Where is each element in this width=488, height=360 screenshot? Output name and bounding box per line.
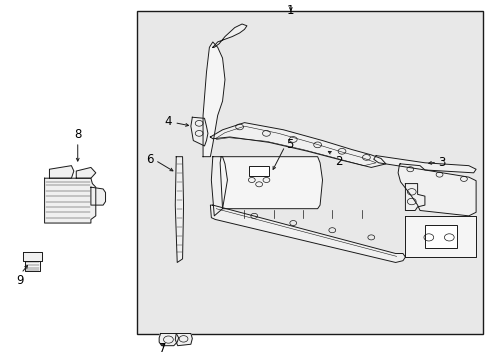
Polygon shape	[175, 333, 192, 346]
Text: 2: 2	[334, 155, 342, 168]
Polygon shape	[49, 166, 74, 178]
Polygon shape	[76, 167, 96, 178]
Polygon shape	[44, 178, 96, 223]
Polygon shape	[397, 164, 475, 216]
Text: 9: 9	[17, 274, 24, 287]
Text: 4: 4	[164, 116, 172, 129]
Polygon shape	[210, 123, 385, 167]
Text: 5: 5	[285, 138, 293, 150]
Polygon shape	[405, 184, 424, 211]
Text: 1: 1	[286, 4, 294, 17]
Text: 6: 6	[145, 153, 153, 166]
Text: 3: 3	[437, 156, 445, 168]
Polygon shape	[405, 216, 475, 257]
Polygon shape	[203, 42, 224, 157]
Polygon shape	[175, 157, 183, 262]
Polygon shape	[22, 252, 42, 261]
Polygon shape	[159, 333, 178, 346]
Polygon shape	[211, 157, 227, 216]
Text: 8: 8	[74, 128, 81, 141]
Polygon shape	[210, 205, 405, 262]
Polygon shape	[220, 157, 322, 209]
Polygon shape	[190, 117, 207, 146]
Bar	[424, 225, 456, 248]
Polygon shape	[91, 187, 105, 205]
Polygon shape	[373, 156, 475, 173]
Bar	[249, 166, 268, 176]
Polygon shape	[212, 24, 246, 47]
Text: 7: 7	[159, 342, 166, 355]
Bar	[137, 12, 483, 334]
Polygon shape	[25, 261, 40, 271]
